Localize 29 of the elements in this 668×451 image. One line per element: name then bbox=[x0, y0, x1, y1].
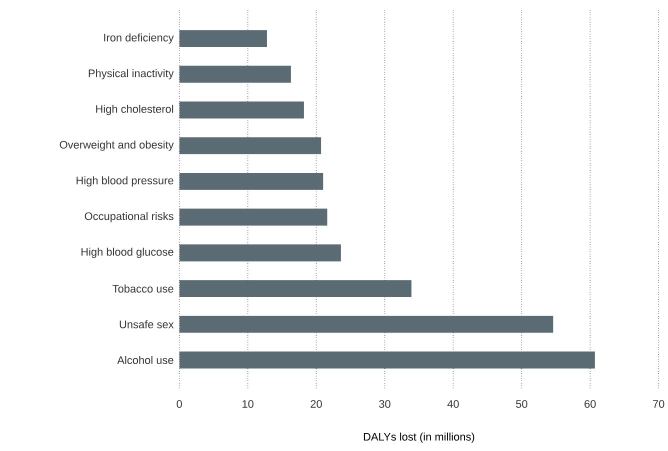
bar bbox=[179, 316, 554, 333]
y-tick-label: Occupational risks bbox=[84, 212, 174, 222]
y-tick-label: High cholesterol bbox=[96, 104, 174, 115]
x-tick-label: 10 bbox=[242, 400, 254, 408]
bar bbox=[179, 172, 324, 190]
x-axis-title: DALYs lost (in millions) bbox=[364, 432, 474, 443]
x-tick-label: 30 bbox=[379, 400, 390, 408]
bar bbox=[179, 351, 595, 368]
bar bbox=[179, 66, 291, 83]
bar bbox=[179, 244, 341, 262]
x-tick-label: 50 bbox=[516, 400, 528, 408]
y-tick-label: High blood glucose bbox=[82, 248, 174, 258]
x-tick-label: 60 bbox=[584, 400, 596, 408]
x-tick-label: 20 bbox=[310, 400, 322, 408]
y-tick-label: Physical inactivity bbox=[88, 68, 174, 80]
bar bbox=[179, 101, 304, 118]
x-tick-label: 40 bbox=[447, 400, 459, 408]
y-tick-label: Overweight and obesity bbox=[60, 140, 174, 151]
y-tick-label: Alcohol use bbox=[117, 356, 174, 364]
bar bbox=[179, 208, 328, 226]
bar bbox=[179, 280, 412, 297]
y-tick-label: Iron deficiency bbox=[104, 33, 174, 44]
y-tick-label: High blood pressure bbox=[76, 176, 174, 186]
y-tick-label: Unsafe sex bbox=[120, 320, 174, 328]
x-tick-label: 0 bbox=[176, 400, 182, 408]
bar bbox=[179, 137, 322, 154]
bar bbox=[179, 30, 267, 47]
y-tick-label: Tobacco use bbox=[112, 284, 174, 292]
x-tick-label: 70 bbox=[653, 400, 664, 408]
